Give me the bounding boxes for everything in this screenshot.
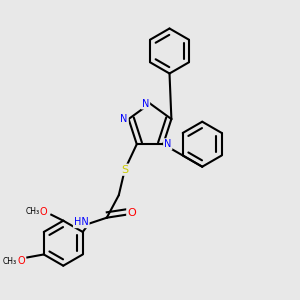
Text: S: S [121, 165, 128, 175]
Text: N: N [142, 98, 149, 109]
Text: O: O [17, 256, 25, 266]
Text: O: O [127, 208, 136, 218]
Text: N: N [120, 114, 128, 124]
Text: HN: HN [74, 217, 88, 227]
Text: O: O [40, 207, 48, 217]
Text: CH₃: CH₃ [26, 207, 40, 216]
Text: N: N [164, 139, 171, 149]
Text: CH₃: CH₃ [3, 256, 17, 266]
